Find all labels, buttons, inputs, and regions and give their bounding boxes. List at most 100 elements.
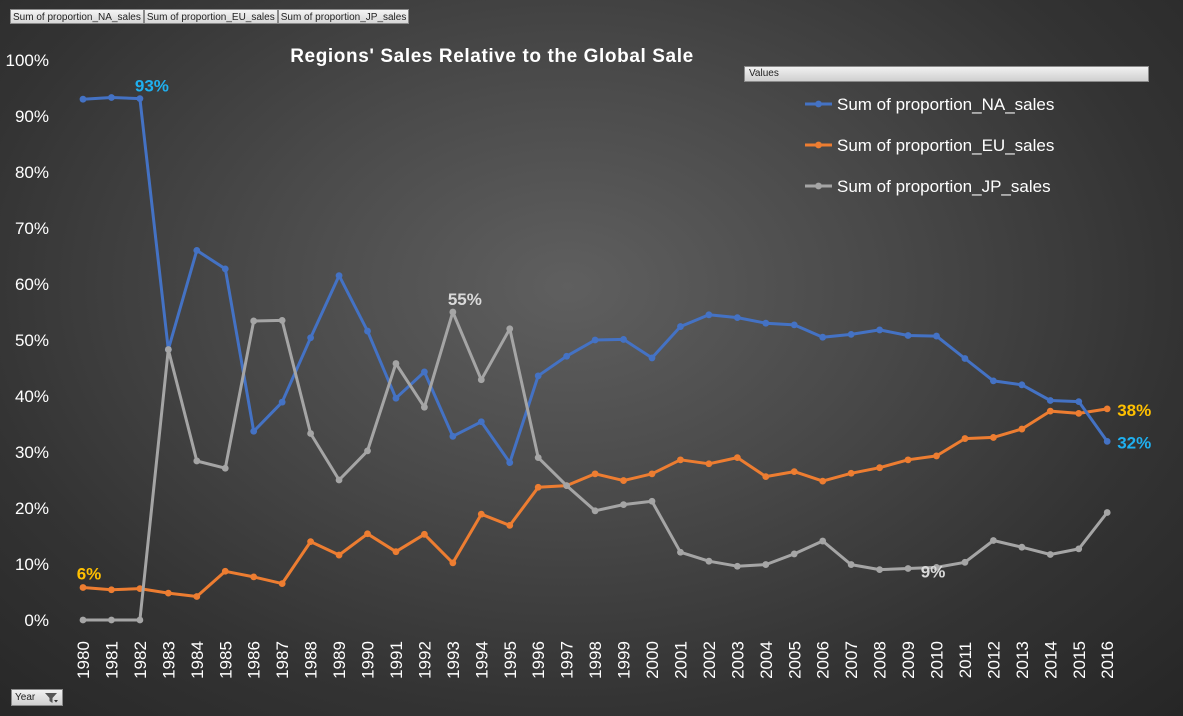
data-point-na xyxy=(819,333,827,341)
x-tick-label: 1998 xyxy=(586,641,605,679)
data-point-jp xyxy=(1075,545,1083,553)
x-tick-label: 2003 xyxy=(728,641,747,679)
data-point-na xyxy=(1103,437,1111,445)
x-tick-label: 2006 xyxy=(814,641,833,679)
annotation-layer: 93% 55% 6% 9% 38% 32% xyxy=(77,77,1152,584)
data-label: 93% xyxy=(135,77,169,96)
data-point-eu xyxy=(904,456,912,464)
year-filter-label: Year xyxy=(15,692,36,703)
data-point-eu xyxy=(1018,425,1026,433)
legend-item-na: Sum of proportion_NA_sales xyxy=(805,95,1054,114)
data-point-na xyxy=(733,314,741,321)
data-point-eu xyxy=(990,434,997,441)
data-point-eu xyxy=(1046,407,1054,415)
field-button-eu[interactable]: Sum of proportion_EU_sales xyxy=(143,9,278,24)
data-point-na xyxy=(392,394,400,402)
data-point-eu xyxy=(278,580,286,587)
data-point-jp xyxy=(108,616,115,624)
x-tick-label: 1987 xyxy=(273,641,292,679)
data-point-jp xyxy=(961,558,969,566)
data-point-eu xyxy=(961,435,969,442)
data-point-jp xyxy=(790,550,798,558)
values-field-button[interactable]: Values xyxy=(744,66,1149,82)
data-point-na xyxy=(876,326,883,334)
field-button-na[interactable]: Sum of proportion_NA_sales xyxy=(10,9,144,24)
series-na xyxy=(79,94,1111,467)
data-point-jp xyxy=(705,557,713,565)
series-line-eu xyxy=(82,407,1108,598)
data-label: 6% xyxy=(77,565,102,584)
y-tick-label: 60% xyxy=(15,275,49,294)
y-tick-label: 80% xyxy=(15,163,49,182)
legend-swatch-marker xyxy=(815,182,822,190)
x-tick-label: 1991 xyxy=(387,641,406,679)
y-tick-label: 90% xyxy=(15,107,49,126)
x-tick-label: 2013 xyxy=(1013,641,1032,679)
data-point-jp xyxy=(990,537,997,544)
x-tick-label: 2011 xyxy=(956,642,975,679)
data-point-jp xyxy=(477,376,485,384)
legend-swatch-marker xyxy=(815,141,822,149)
data-point-jp xyxy=(762,561,770,568)
legend-item-eu: Sum of proportion_EU_sales xyxy=(805,136,1054,155)
y-tick-label: 100% xyxy=(6,51,49,70)
data-point-jp xyxy=(506,325,514,333)
data-point-na xyxy=(278,398,286,406)
x-tick-label: 1999 xyxy=(615,641,634,679)
data-point-na xyxy=(136,95,144,103)
x-tick-label: 1981 xyxy=(102,641,121,679)
data-point-jp xyxy=(307,430,314,437)
data-point-jp xyxy=(819,537,827,545)
y-tick-label: 50% xyxy=(15,331,49,350)
data-point-eu xyxy=(847,469,855,477)
x-tick-label: 2012 xyxy=(984,641,1003,679)
x-axis: 1980 1981 1982 1983 1984 1985 1986 1987 1988 1989… xyxy=(74,641,1117,679)
data-point-na xyxy=(591,336,599,344)
data-point-jp xyxy=(278,317,286,324)
x-tick-label: 1984 xyxy=(188,641,207,679)
data-point-jp xyxy=(392,360,400,367)
data-point-jp xyxy=(193,457,201,465)
data-point-jp xyxy=(136,616,144,624)
data-point-eu xyxy=(648,470,656,478)
data-point-eu xyxy=(79,584,87,591)
data-point-jp xyxy=(335,476,343,484)
data-point-jp xyxy=(449,308,457,316)
data-point-jp xyxy=(563,482,571,489)
data-point-na xyxy=(193,247,201,254)
data-point-jp xyxy=(876,566,883,573)
data-point-na xyxy=(534,372,542,380)
x-tick-label: 1996 xyxy=(529,641,548,679)
data-point-eu xyxy=(335,551,343,559)
data-point-jp xyxy=(164,346,172,353)
field-button-jp[interactable]: Sum of proportion_JP_sales xyxy=(277,9,410,24)
pivot-field-buttons: Sum of proportion_NA_sales Sum of propor… xyxy=(10,9,410,24)
data-point-na xyxy=(307,334,314,342)
data-point-eu xyxy=(591,470,599,478)
data-point-eu xyxy=(392,548,400,556)
legend: Sum of proportion_NA_sales Sum of proport… xyxy=(805,95,1054,196)
data-point-na xyxy=(108,94,115,101)
x-tick-label: 2000 xyxy=(643,641,662,679)
data-label: 32% xyxy=(1117,433,1151,452)
data-point-na xyxy=(648,354,656,362)
x-tick-label: 1988 xyxy=(302,641,321,679)
data-point-eu xyxy=(477,510,485,518)
data-point-na xyxy=(677,323,684,330)
data-point-eu xyxy=(534,483,542,491)
y-tick-label: 30% xyxy=(15,443,49,462)
data-point-na xyxy=(1075,398,1083,405)
data-point-eu xyxy=(250,573,258,581)
series-eu xyxy=(79,405,1111,600)
x-tick-label: 1989 xyxy=(330,641,349,679)
data-point-jp xyxy=(847,561,855,568)
x-tick-label: 1982 xyxy=(131,641,150,679)
x-tick-label: 1997 xyxy=(558,641,577,679)
x-tick-label: 2008 xyxy=(871,641,890,679)
year-filter-button[interactable]: Year xyxy=(11,689,63,706)
data-point-na xyxy=(79,95,87,103)
data-point-eu xyxy=(364,530,371,538)
data-point-eu xyxy=(677,456,684,464)
legend-item-jp: Sum of proportion_JP_sales xyxy=(805,177,1051,196)
data-point-jp xyxy=(1103,509,1111,516)
